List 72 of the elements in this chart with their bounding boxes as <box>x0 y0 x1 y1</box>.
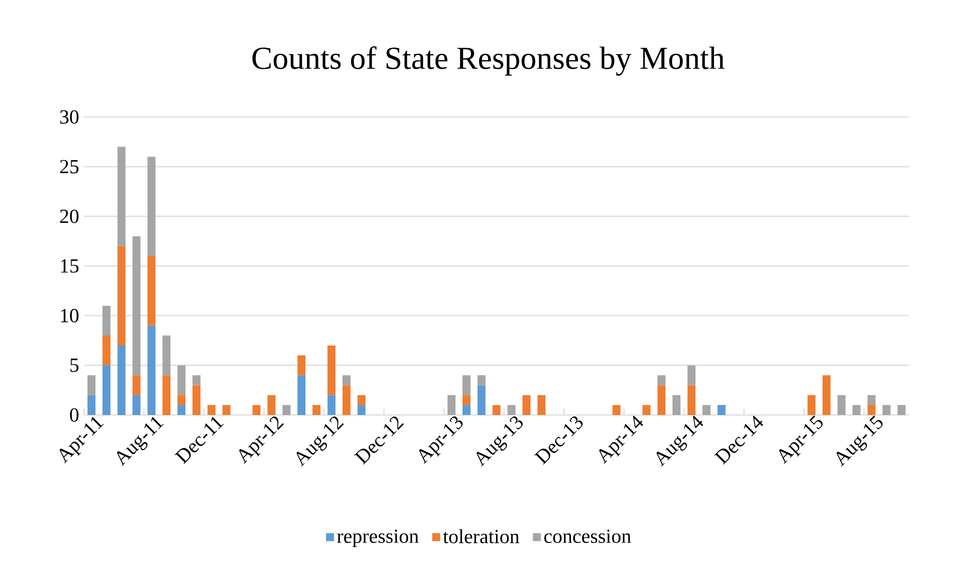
bar <box>688 365 696 386</box>
bar <box>447 395 456 415</box>
bar <box>658 385 666 415</box>
bar <box>822 375 831 415</box>
y-tick-label: 30 <box>60 110 79 124</box>
bar <box>177 405 186 415</box>
bar <box>297 355 306 376</box>
bar <box>718 405 726 415</box>
bar <box>162 336 170 376</box>
bar <box>342 375 350 386</box>
bar <box>478 375 486 386</box>
bar <box>117 345 126 415</box>
bar <box>357 395 366 406</box>
bar <box>882 405 891 415</box>
bar <box>102 306 110 336</box>
bar <box>702 405 711 415</box>
bar <box>177 395 186 406</box>
bar <box>868 395 876 406</box>
legend-label: toleration <box>443 529 520 544</box>
y-tick-label: 10 <box>61 308 79 322</box>
bar <box>252 405 260 415</box>
bar <box>117 146 126 246</box>
bar <box>222 405 230 415</box>
bar <box>852 405 861 415</box>
bar <box>267 395 276 415</box>
bar <box>688 385 696 415</box>
bar <box>192 375 200 386</box>
bar <box>462 395 470 406</box>
bar <box>492 405 500 415</box>
bar <box>642 405 651 415</box>
bar <box>538 395 546 415</box>
chart-title: Counts of State Responses by Month <box>252 46 724 76</box>
bar <box>297 375 306 415</box>
bar <box>207 405 216 415</box>
bar <box>658 375 666 386</box>
bar <box>177 365 186 396</box>
bar <box>868 405 876 415</box>
bar <box>672 395 681 415</box>
bar <box>102 365 110 415</box>
legend-label: repression <box>337 530 419 548</box>
bar <box>147 326 156 415</box>
bar <box>132 375 140 396</box>
bar <box>132 395 140 415</box>
bar <box>282 405 290 415</box>
bar <box>462 405 470 415</box>
bar <box>117 246 126 346</box>
bar <box>192 385 200 415</box>
bar <box>612 405 621 415</box>
bar <box>327 345 336 396</box>
bar <box>132 236 140 376</box>
y-tick-label: 25 <box>60 160 78 174</box>
bar <box>312 405 320 415</box>
bar <box>357 405 366 415</box>
y-tick-label: 5 <box>70 358 78 372</box>
bar <box>478 385 486 415</box>
bar <box>342 385 350 415</box>
bar <box>87 375 96 396</box>
legend-label: concession <box>544 530 631 543</box>
bar <box>102 336 110 366</box>
y-tick-label: 20 <box>60 210 79 224</box>
bar <box>898 405 906 415</box>
bar <box>147 156 156 256</box>
bar <box>522 395 531 415</box>
bar <box>462 375 470 396</box>
y-tick-label: 15 <box>61 259 78 273</box>
bar <box>327 395 336 415</box>
bar <box>162 375 170 415</box>
bar <box>147 256 156 326</box>
bar <box>508 405 516 415</box>
bar <box>87 395 96 415</box>
bar <box>838 395 846 415</box>
bar <box>808 395 816 415</box>
